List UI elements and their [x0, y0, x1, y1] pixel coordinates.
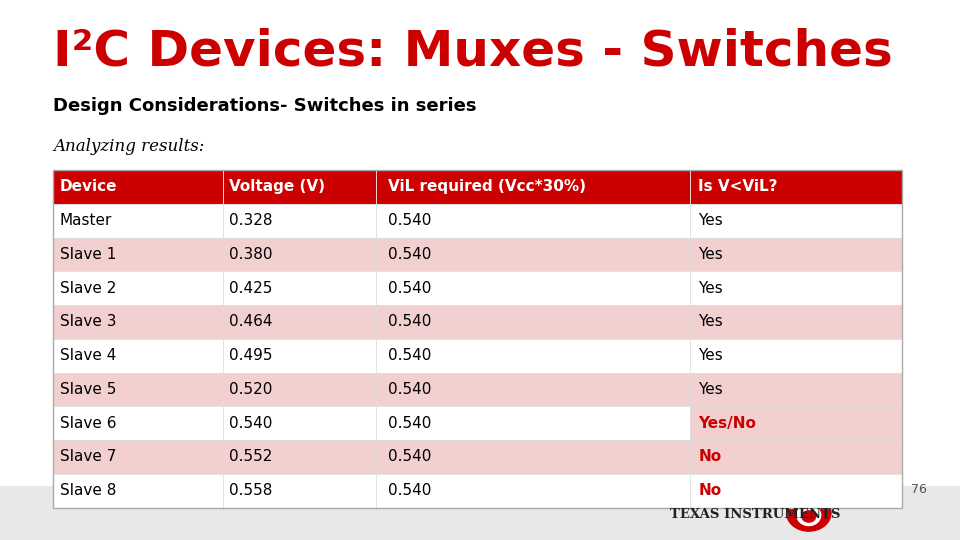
Text: Slave 7: Slave 7 [60, 449, 116, 464]
Text: Yes: Yes [699, 281, 723, 296]
Text: 0.425: 0.425 [228, 281, 273, 296]
Wedge shape [785, 494, 797, 507]
Text: 0.540: 0.540 [388, 213, 432, 228]
Text: Master: Master [60, 213, 112, 228]
Text: Slave 5: Slave 5 [60, 382, 116, 397]
Text: 0.558: 0.558 [228, 483, 273, 498]
Wedge shape [821, 494, 832, 507]
Text: Slave 2: Slave 2 [60, 281, 116, 296]
Text: Yes: Yes [699, 213, 723, 228]
Text: 0.495: 0.495 [228, 348, 273, 363]
Text: 0.540: 0.540 [388, 348, 432, 363]
Text: 0.540: 0.540 [388, 483, 432, 498]
Text: 0.520: 0.520 [228, 382, 273, 397]
Text: Yes/No: Yes/No [699, 416, 756, 431]
Text: 0.540: 0.540 [388, 247, 432, 262]
Text: 0.540: 0.540 [388, 449, 432, 464]
Ellipse shape [797, 505, 821, 525]
Text: I²C Devices: Muxes - Switches: I²C Devices: Muxes - Switches [53, 27, 893, 75]
Text: Yes: Yes [699, 382, 723, 397]
Text: Slave 4: Slave 4 [60, 348, 116, 363]
Text: Yes: Yes [699, 314, 723, 329]
Text: Analyzing results:: Analyzing results: [53, 138, 204, 154]
Text: 0.540: 0.540 [388, 416, 432, 431]
Text: 76: 76 [910, 483, 926, 496]
Text: 0.540: 0.540 [388, 281, 432, 296]
Text: No: No [699, 483, 722, 498]
Text: 0.552: 0.552 [228, 449, 273, 464]
Text: Slave 3: Slave 3 [60, 314, 116, 329]
Text: Slave 6: Slave 6 [60, 416, 116, 431]
Circle shape [786, 495, 831, 531]
Text: 0.540: 0.540 [388, 314, 432, 329]
Text: 0.540: 0.540 [228, 416, 273, 431]
Text: Slave 8: Slave 8 [60, 483, 116, 498]
Text: Device: Device [60, 179, 117, 194]
Text: 0.380: 0.380 [228, 247, 273, 262]
Text: Yes: Yes [699, 247, 723, 262]
Text: Yes: Yes [699, 348, 723, 363]
Text: No: No [699, 449, 722, 464]
Text: Design Considerations- Switches in series: Design Considerations- Switches in serie… [53, 97, 476, 115]
Text: 0.464: 0.464 [228, 314, 273, 329]
Text: Is V<ViL?: Is V<ViL? [699, 179, 778, 194]
Text: Slave 1: Slave 1 [60, 247, 116, 262]
Text: ViL required (Vcc*30%): ViL required (Vcc*30%) [388, 179, 587, 194]
Text: Voltage (V): Voltage (V) [228, 179, 324, 194]
Text: TEXAS INSTRUMENTS: TEXAS INSTRUMENTS [670, 508, 840, 521]
Text: 0.540: 0.540 [388, 382, 432, 397]
Circle shape [802, 511, 816, 522]
Text: 0.328: 0.328 [228, 213, 273, 228]
